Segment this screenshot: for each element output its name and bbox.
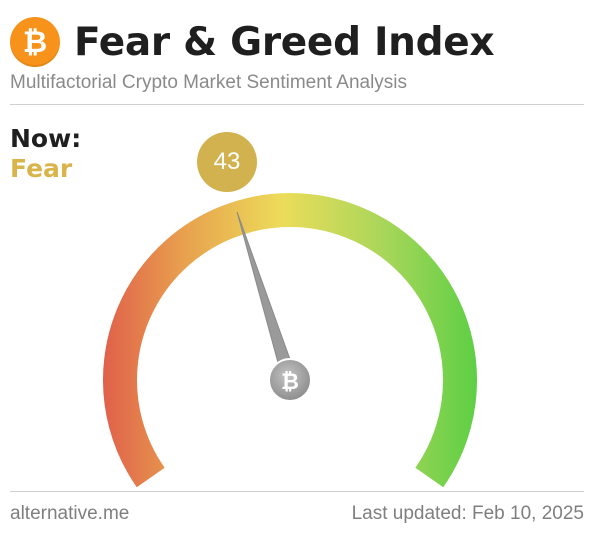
gauge-arc [103, 193, 477, 488]
source-link[interactable]: alternative.me [10, 503, 130, 524]
now-label: Now: [10, 124, 82, 153]
sentiment-classification: Fear [10, 154, 73, 183]
gauge-hub-bitcoin-icon: ₿ [281, 370, 299, 395]
footer-divider [10, 491, 584, 492]
gauge-needle [236, 211, 298, 383]
gauge-hub [268, 358, 312, 402]
index-value-badge: 43 [197, 132, 257, 192]
sentiment-gauge: ₿ [103, 193, 477, 488]
page-subtitle: Multifactorial Crypto Market Sentiment A… [10, 72, 408, 93]
last-updated: Last updated: Feb 10, 2025 [351, 503, 584, 524]
bitcoin-logo-icon: ₿ [10, 17, 60, 67]
page-title: Fear & Greed Index [74, 19, 495, 65]
header: ₿ Fear & Greed Index [10, 14, 495, 70]
header-divider [10, 104, 584, 105]
